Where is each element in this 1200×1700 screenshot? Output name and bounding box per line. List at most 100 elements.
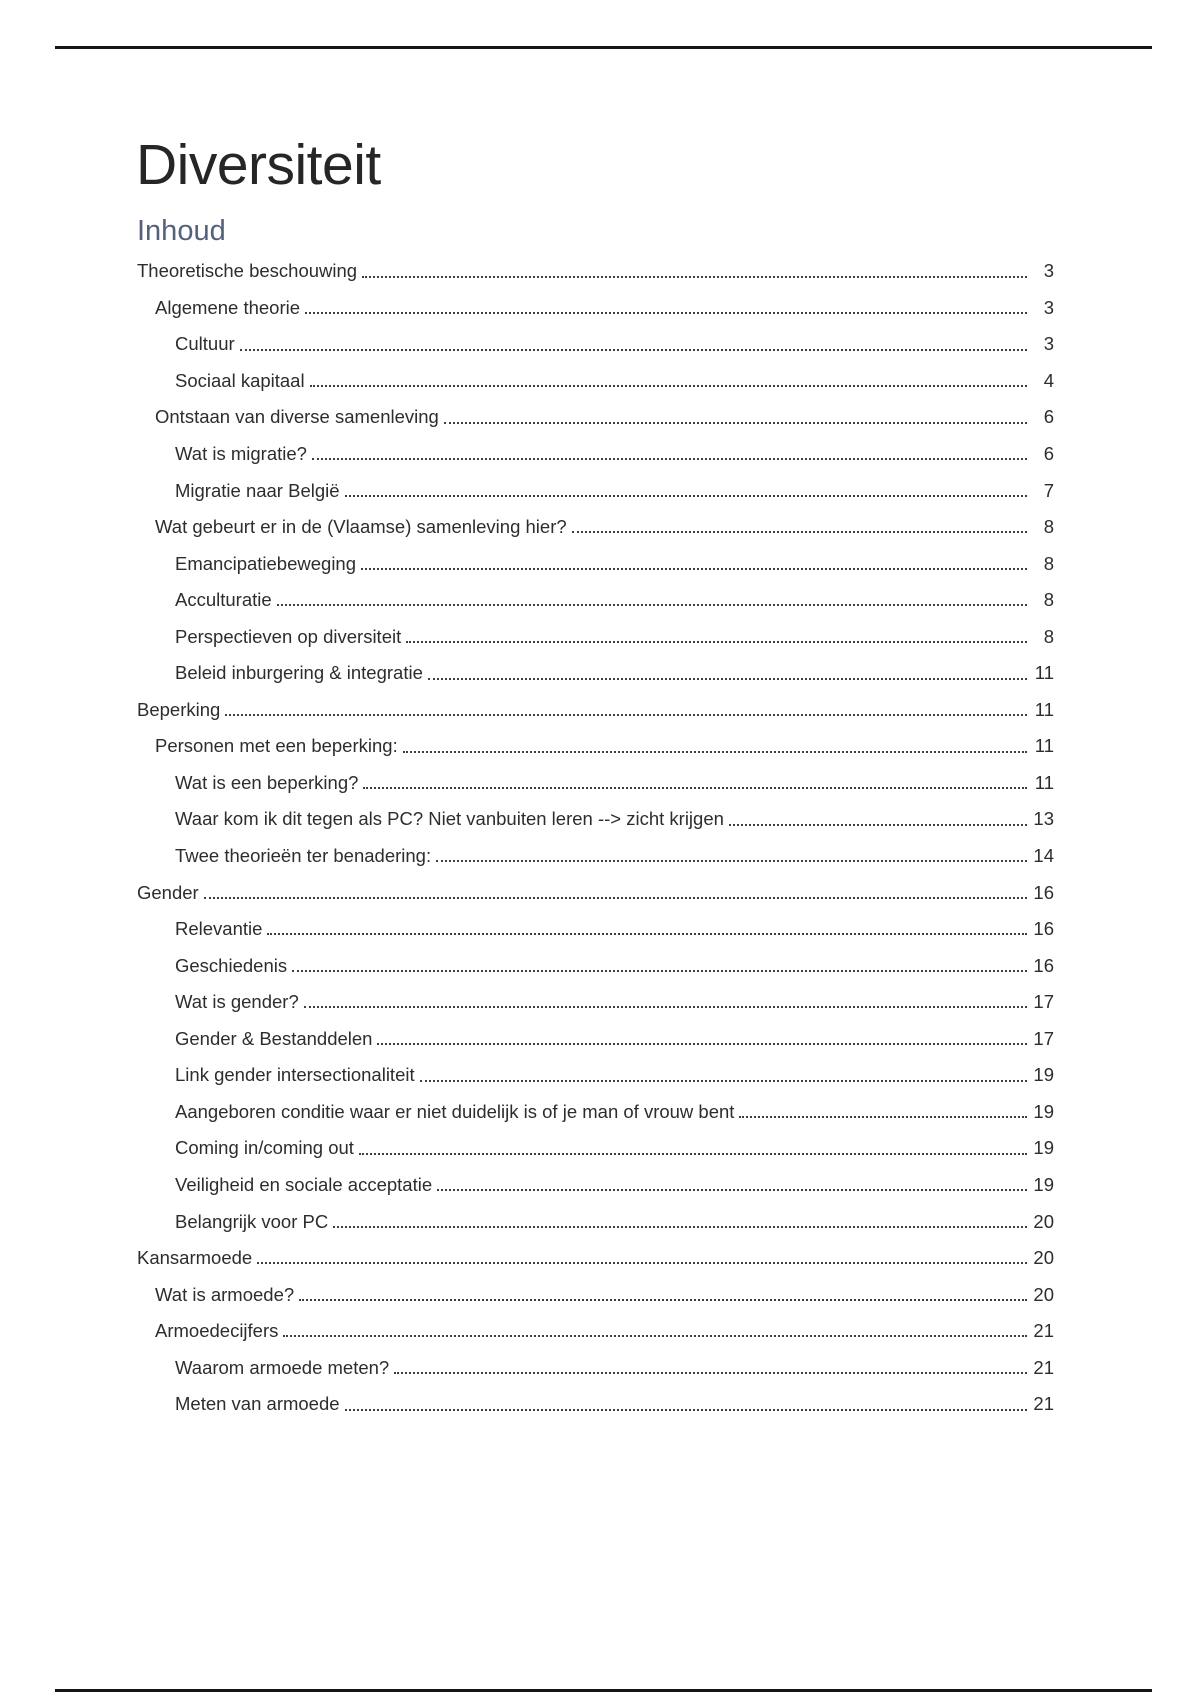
toc-entry: Perspectieven op diversiteit 8 — [137, 616, 1054, 653]
toc-entry-label: Perspectieven op diversiteit — [175, 625, 402, 647]
toc-entry: Aangeboren conditie waar er niet duideli… — [137, 1092, 1054, 1129]
toc-entry: Gender 16 — [137, 872, 1054, 909]
toc-entry: Sociaal kapitaal 4 — [137, 361, 1054, 398]
toc-entry-page: 16 — [1033, 918, 1054, 940]
toc-leader-dots — [436, 860, 1027, 863]
toc-entry: Beleid inburgering & integratie 11 — [137, 653, 1054, 690]
toc-heading: Inhoud — [137, 215, 226, 247]
toc-entry-label: Personen met een beperking: — [155, 735, 398, 757]
toc-entry: Coming in/coming out 19 — [137, 1128, 1054, 1165]
toc-leader-dots — [739, 1116, 1027, 1119]
toc-entry-label: Relevantie — [175, 918, 263, 940]
toc-entry: Acculturatie 8 — [137, 580, 1054, 617]
toc-entry: Twee theorieën ter benadering: 14 — [137, 836, 1054, 873]
toc-entry-page: 8 — [1043, 516, 1054, 538]
toc-entry-label: Beperking — [137, 698, 221, 720]
toc-entry-label: Coming in/coming out — [175, 1137, 354, 1159]
toc-entry: Geschiedenis 16 — [137, 945, 1054, 982]
toc-leader-dots — [443, 421, 1027, 424]
toc-entry-label: Armoedecijfers — [155, 1320, 279, 1342]
toc-entry: Cultuur 3 — [137, 324, 1054, 361]
toc-leader-dots — [358, 1152, 1027, 1155]
toc-entry-label: Algemene theorie — [155, 296, 301, 318]
toc-entry: Beperking 11 — [137, 690, 1054, 727]
toc-entry-page: 20 — [1033, 1247, 1054, 1269]
toc-entry-page: 14 — [1033, 845, 1054, 867]
toc-entry-label: Emancipatiebeweging — [175, 552, 357, 574]
toc-entry-label: Waar kom ik dit tegen als PC? Niet vanbu… — [175, 808, 724, 830]
toc-entry-page: 19 — [1033, 1064, 1054, 1086]
toc-entry-page: 13 — [1033, 808, 1054, 830]
toc-entry-label: Geschiedenis — [175, 954, 288, 976]
toc-entry-label: Cultuur — [175, 333, 235, 355]
toc-leader-dots — [419, 1079, 1027, 1082]
toc-entry-label: Meten van armoede — [175, 1393, 340, 1415]
toc-leader-dots — [305, 312, 1027, 315]
toc-entry: Meten van armoede 21 — [137, 1384, 1054, 1421]
bottom-rule — [55, 1689, 1152, 1692]
toc-entry-label: Waarom armoede meten? — [175, 1356, 390, 1378]
toc-entry-label: Gender & Bestanddelen — [175, 1027, 373, 1049]
toc-entry-page: 16 — [1033, 881, 1054, 903]
toc-leader-dots — [362, 275, 1027, 278]
toc-entry: Relevantie 16 — [137, 909, 1054, 946]
toc-leader-dots — [437, 1189, 1027, 1192]
toc-entry: Belangrijk voor PC 20 — [137, 1201, 1054, 1238]
toc-entry-page: 17 — [1033, 991, 1054, 1013]
toc-entry-label: Wat is een beperking? — [175, 771, 359, 793]
toc-entry: Armoedecijfers 21 — [137, 1311, 1054, 1348]
toc-entry: Algemene theorie 3 — [137, 288, 1054, 325]
toc-entry-page: 19 — [1033, 1100, 1054, 1122]
toc-leader-dots — [394, 1371, 1027, 1374]
toc-entry-label: Ontstaan van diverse samenleving — [155, 406, 439, 428]
toc-entry: Link gender intersectionaliteit 19 — [137, 1055, 1054, 1092]
toc-entry-label: Wat gebeurt er in de (Vlaamse) samenlevi… — [155, 516, 567, 538]
toc-entry-page: 20 — [1033, 1283, 1054, 1305]
toc-entry-page: 11 — [1034, 771, 1054, 793]
toc-leader-dots — [377, 1043, 1027, 1046]
toc-entry-page: 21 — [1033, 1356, 1054, 1378]
toc-entry: Waar kom ik dit tegen als PC? Niet vanbu… — [137, 799, 1054, 836]
toc-entry-page: 6 — [1043, 443, 1054, 465]
toc-entry-page: 21 — [1033, 1393, 1054, 1415]
toc-entry: Kansarmoede 20 — [137, 1238, 1054, 1275]
toc-entry-page: 3 — [1043, 333, 1054, 355]
toc-entry: Emancipatiebeweging 8 — [137, 543, 1054, 580]
toc-entry: Migratie naar België 7 — [137, 470, 1054, 507]
toc-entry-page: 8 — [1043, 589, 1054, 611]
toc-entry-label: Aangeboren conditie waar er niet duideli… — [175, 1100, 735, 1122]
toc-entry-label: Beleid inburgering & integratie — [175, 662, 423, 684]
toc-entry-label: Link gender intersectionaliteit — [175, 1064, 415, 1086]
toc-entry-page: 11 — [1034, 698, 1054, 720]
toc-entry-label: Belangrijk voor PC — [175, 1210, 329, 1232]
toc-leader-dots — [299, 1298, 1027, 1301]
table-of-contents: Theoretische beschouwing 3 Algemene theori… — [137, 251, 1054, 1421]
toc-entry: Waarom armoede meten? 21 — [137, 1347, 1054, 1384]
toc-entry-page: 20 — [1033, 1210, 1054, 1232]
toc-entry: Wat is migratie? 6 — [137, 434, 1054, 471]
toc-entry-page: 6 — [1043, 406, 1054, 428]
toc-leader-dots — [303, 1006, 1027, 1009]
toc-entry-page: 8 — [1043, 552, 1054, 574]
toc-leader-dots — [363, 787, 1027, 790]
toc-entry-label: Wat is migratie? — [175, 443, 307, 465]
toc-leader-dots — [276, 604, 1027, 607]
toc-leader-dots — [292, 969, 1027, 972]
toc-entry: Veiligheid en sociale acceptatie 19 — [137, 1165, 1054, 1202]
toc-leader-dots — [333, 1225, 1027, 1228]
toc-entry-page: 19 — [1033, 1173, 1054, 1195]
toc-entry-label: Sociaal kapitaal — [175, 369, 305, 391]
toc-entry-page: 17 — [1033, 1027, 1054, 1049]
toc-entry-page: 4 — [1043, 369, 1054, 391]
toc-leader-dots — [344, 1408, 1027, 1411]
toc-entry-label: Acculturatie — [175, 589, 272, 611]
toc-leader-dots — [406, 641, 1027, 644]
toc-leader-dots — [311, 458, 1027, 461]
toc-entry: Wat is armoede? 20 — [137, 1274, 1054, 1311]
toc-entry: Wat is een beperking? 11 — [137, 763, 1054, 800]
toc-entry-page: 19 — [1033, 1137, 1054, 1159]
toc-entry-label: Migratie naar België — [175, 479, 340, 501]
top-rule — [55, 46, 1152, 49]
toc-entry: Personen met een beperking: 11 — [137, 726, 1054, 763]
toc-entry-page: 7 — [1043, 479, 1054, 501]
